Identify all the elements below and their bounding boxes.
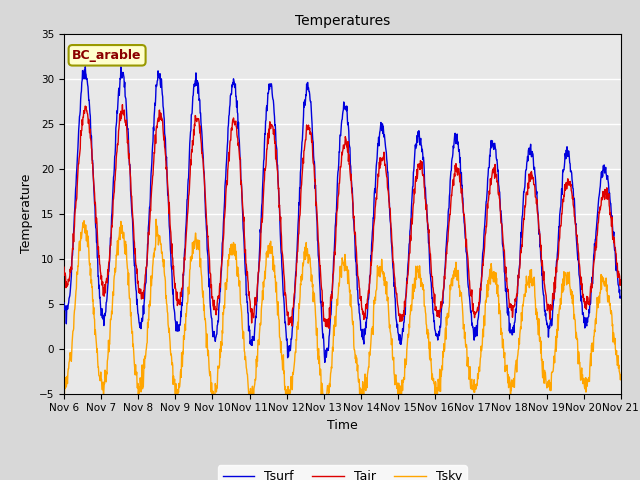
Tsurf bbox=[617, 295, 625, 300]
Title: Temperatures: Temperatures bbox=[295, 14, 390, 28]
Tair bbox=[502, 278, 510, 284]
Tair bbox=[118, 102, 126, 108]
Legend: Tsurf, Tair, Tsky: Tsurf, Tair, Tsky bbox=[218, 465, 467, 480]
Tsurf bbox=[171, 310, 179, 316]
Tsky bbox=[184, 284, 192, 290]
Tsurf bbox=[502, 288, 510, 294]
Tsky bbox=[552, 345, 559, 351]
Tsky bbox=[285, 410, 293, 416]
Tair bbox=[552, 285, 559, 291]
Tsurf bbox=[246, 338, 254, 344]
Tsurf bbox=[60, 300, 68, 306]
Y-axis label: Temperature: Temperature bbox=[20, 174, 33, 253]
Line: Tsurf: Tsurf bbox=[64, 67, 621, 362]
Text: BC_arable: BC_arable bbox=[72, 49, 142, 62]
Tsurf bbox=[321, 360, 328, 365]
Tsky bbox=[246, 385, 254, 391]
Tsky bbox=[502, 367, 510, 372]
Tsky bbox=[152, 216, 160, 222]
Tair bbox=[184, 203, 192, 209]
Tsky bbox=[617, 372, 625, 378]
Line: Tsky: Tsky bbox=[64, 219, 621, 413]
Tsurf bbox=[429, 311, 437, 317]
Tair bbox=[60, 264, 68, 270]
Tsurf bbox=[552, 277, 559, 283]
Tair bbox=[171, 285, 179, 291]
Tair bbox=[429, 289, 437, 295]
Tair bbox=[325, 325, 333, 331]
Tsky bbox=[60, 383, 68, 388]
Tair bbox=[246, 309, 254, 314]
Line: Tair: Tair bbox=[64, 105, 621, 328]
Tsurf bbox=[184, 177, 192, 182]
Tair bbox=[617, 277, 625, 283]
Tsky bbox=[171, 376, 179, 382]
X-axis label: Time: Time bbox=[327, 419, 358, 432]
Tsky bbox=[429, 375, 437, 381]
Tsurf bbox=[81, 64, 89, 70]
